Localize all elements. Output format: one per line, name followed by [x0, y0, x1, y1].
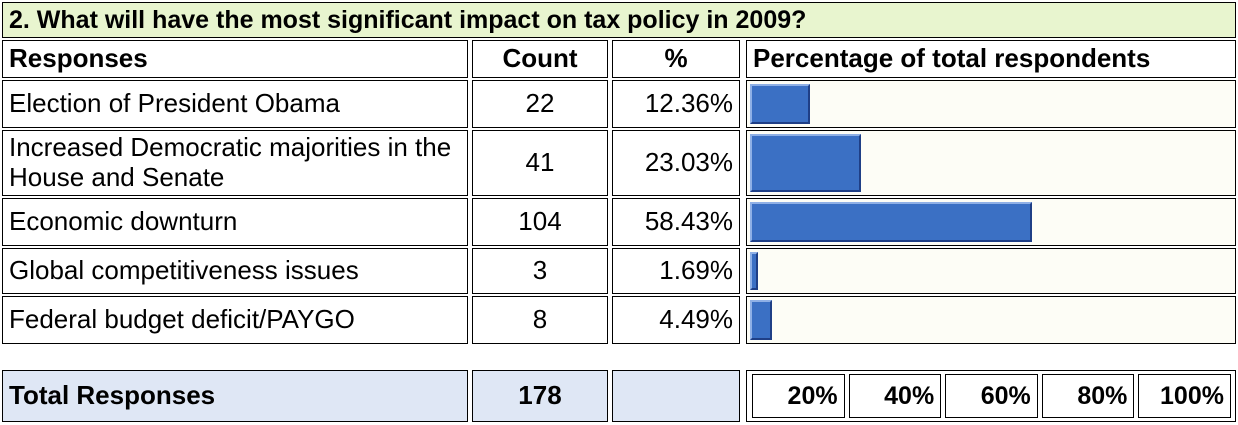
scale-tick: 40%: [848, 374, 942, 418]
scale-tick: 60%: [945, 374, 1038, 418]
response-label: Election of President Obama: [2, 80, 468, 128]
count-cell: 22: [472, 80, 608, 128]
percent-bar: [750, 202, 1033, 242]
total-percent: [612, 370, 740, 422]
survey-question: 2. What will have the most significant i…: [2, 2, 1236, 38]
column-header: %: [612, 40, 740, 78]
response-label: Increased Democratic majorities in the H…: [2, 130, 468, 196]
response-label: Global competitiveness issues: [2, 248, 468, 294]
percent-bar: [750, 252, 759, 290]
count-cell: 3: [472, 248, 608, 294]
column-header: Count: [472, 40, 608, 78]
response-label: Federal budget deficit/PAYGO: [2, 296, 468, 344]
bar-cell: [746, 80, 1236, 128]
count-cell: 8: [472, 296, 608, 344]
scale-tick: 100%: [1138, 374, 1231, 418]
total-label: Total Responses: [2, 370, 468, 422]
column-header: Percentage of total respondents: [746, 40, 1236, 78]
percent-bar: [750, 300, 772, 340]
response-label: Economic downturn: [2, 198, 468, 246]
count-cell: 41: [472, 130, 608, 196]
scale-cell: [746, 370, 1236, 422]
count-cell: 104: [472, 198, 608, 246]
bar-cell: [746, 248, 1236, 294]
column-header: Responses: [2, 40, 468, 78]
bar-cell: [746, 296, 1236, 344]
percent-cell: 12.36%: [612, 80, 740, 128]
percent-bar: [750, 134, 862, 192]
percent-cell: 4.49%: [612, 296, 740, 344]
percent-cell: 1.69%: [612, 248, 740, 294]
percent-bar: [750, 84, 810, 124]
percent-cell: 23.03%: [612, 130, 740, 196]
percent-cell: 58.43%: [612, 198, 740, 246]
scale-tick: 80%: [1041, 374, 1135, 418]
scale-tick: 20%: [752, 374, 845, 418]
total-count: 178: [472, 370, 608, 422]
